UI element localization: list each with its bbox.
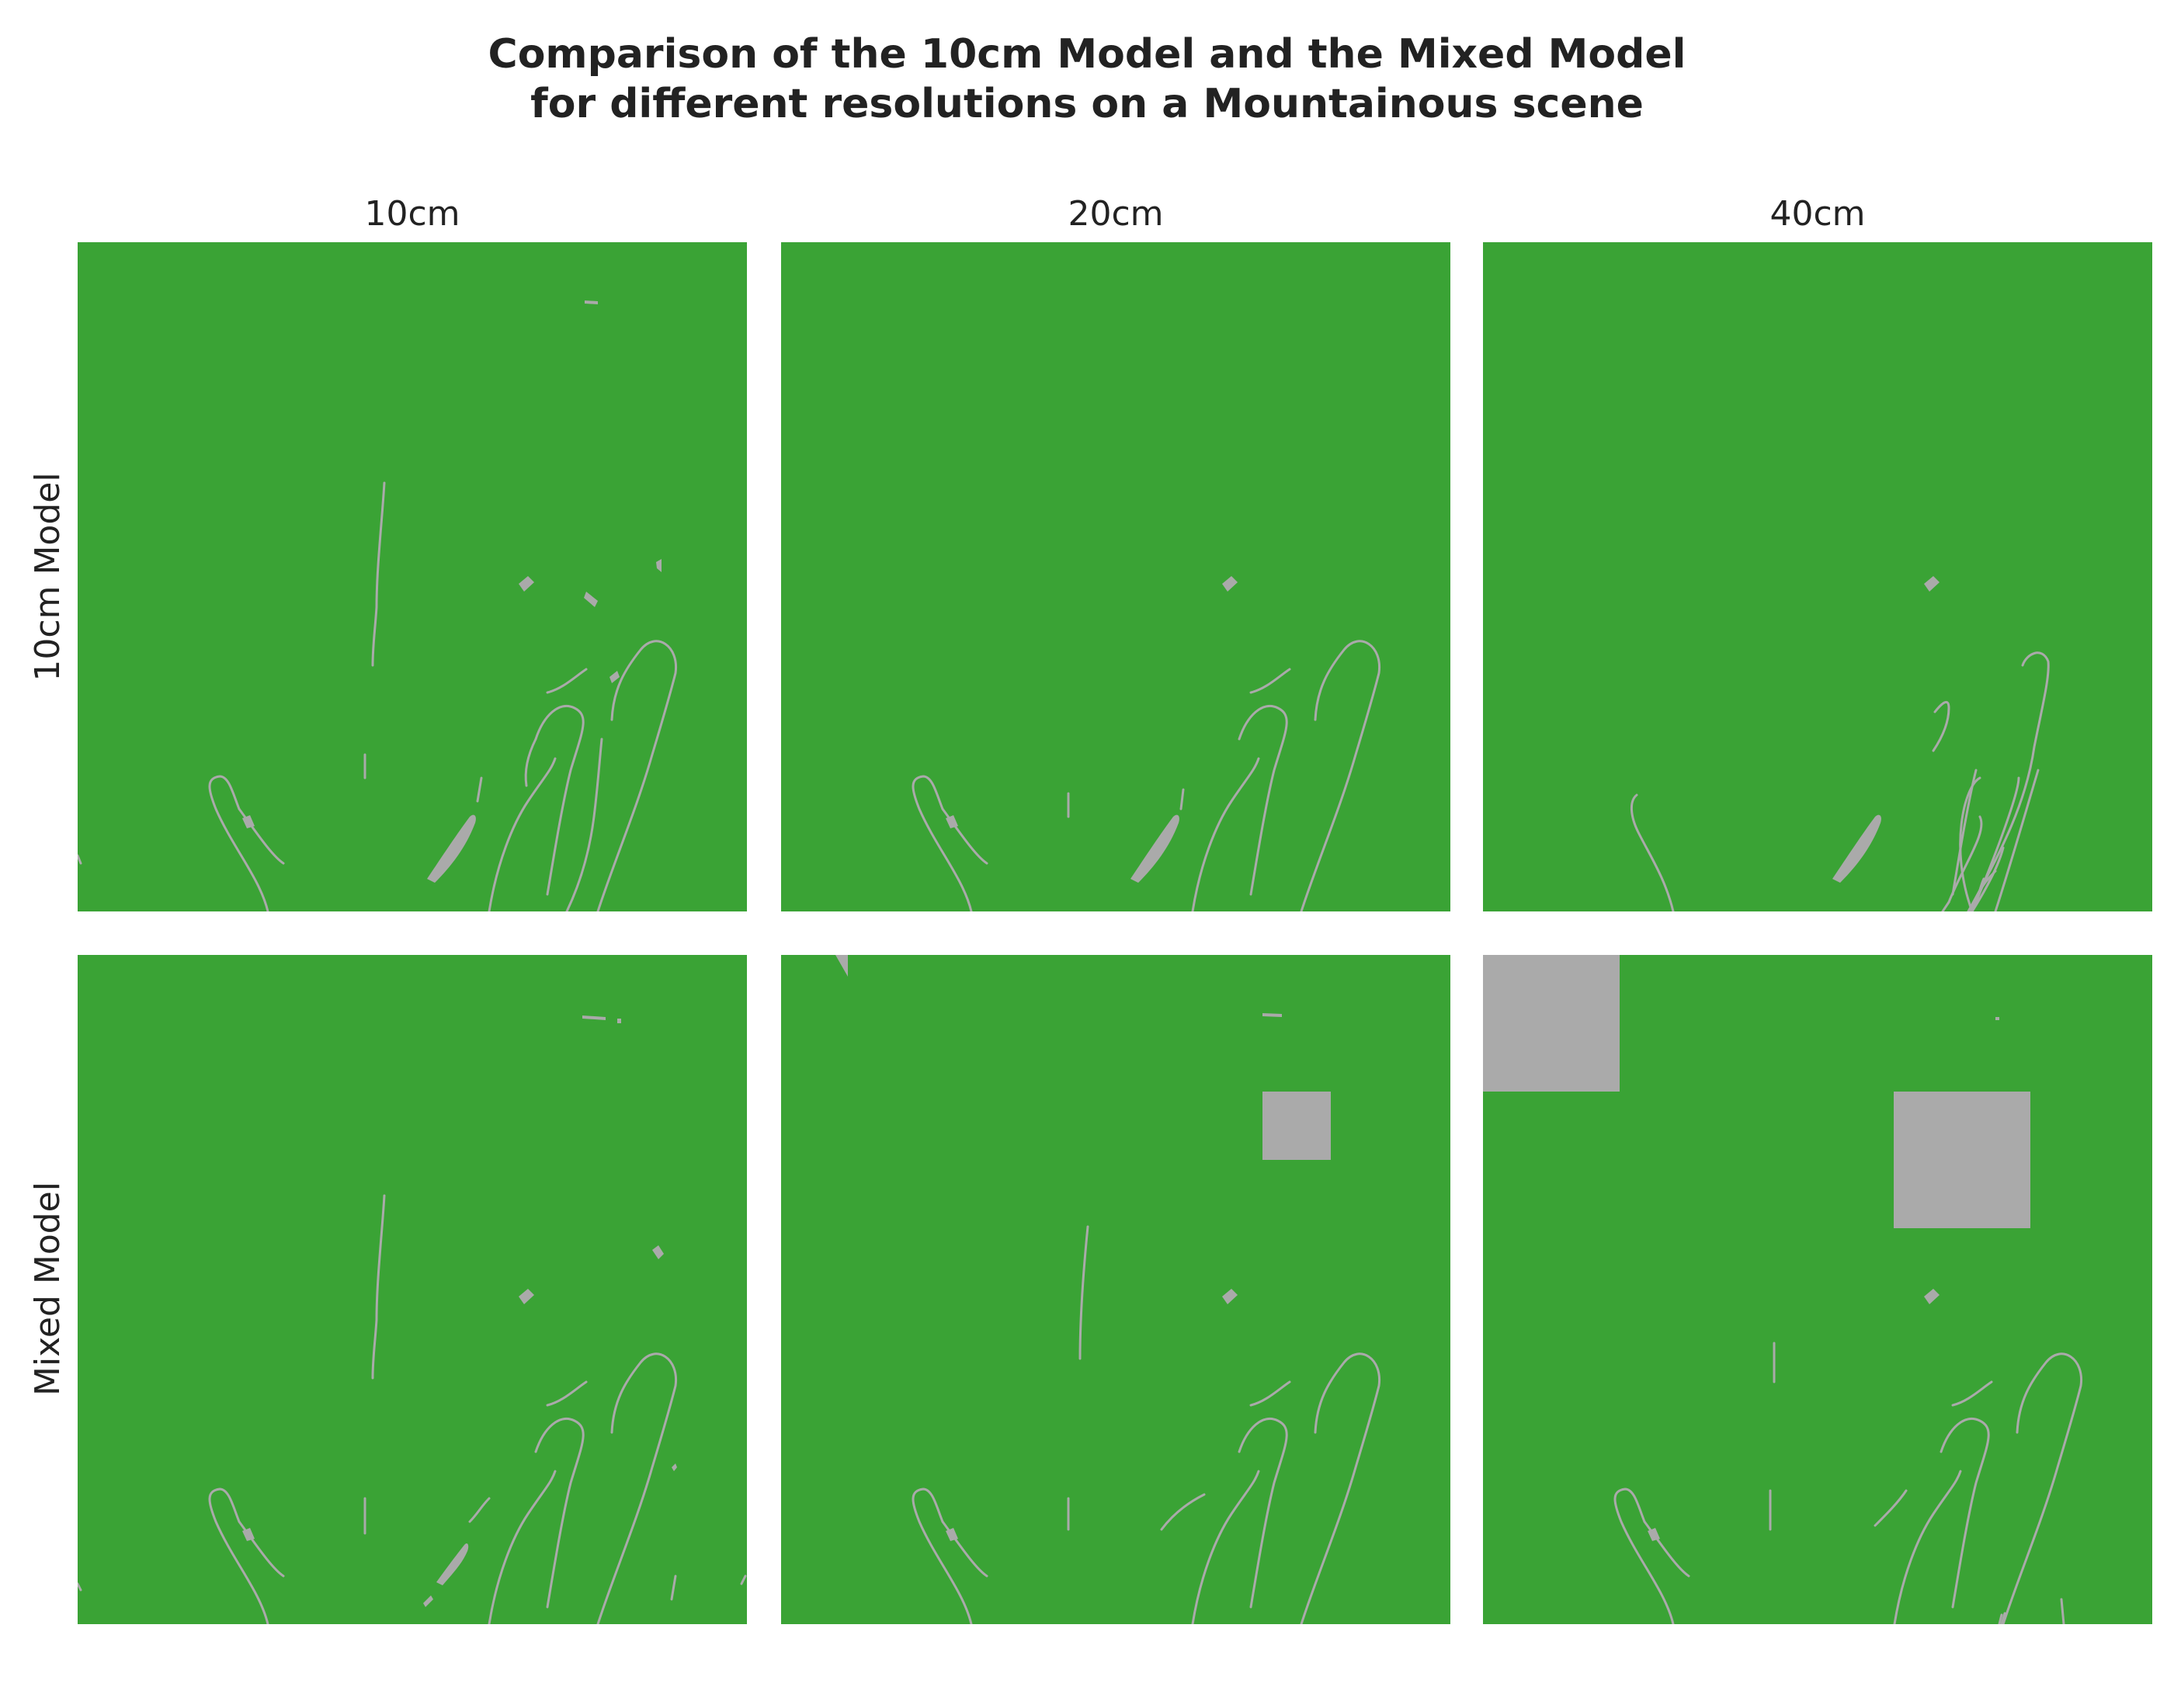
panel-mixed-model-40cm (1483, 955, 2152, 1624)
figure-title-line2: for different resolutions on a Mountaino… (530, 81, 1644, 127)
vegetation-area (78, 955, 747, 1624)
bare-ground-patches (242, 1015, 677, 1607)
bare-ground-features (912, 1225, 1381, 1624)
bare-ground-patches (242, 300, 662, 883)
figure-title-line1: Comparison of the 10cm Model and the Mix… (488, 31, 1686, 78)
column-label-40cm: 40cm (1769, 194, 1866, 234)
panel-mixed-model-20cm (781, 955, 1450, 1624)
vegetation-area (781, 242, 1450, 911)
row-label-10cm-model: 10cm Model (28, 472, 68, 682)
column-label-10cm: 10cm (364, 194, 460, 234)
panel-10cm-model-40cm (1483, 242, 2152, 911)
panel-10cm-model-10cm (78, 242, 747, 911)
bare-ground-patches (1648, 1017, 1999, 1541)
vegetation-area (781, 955, 1450, 1624)
bare-ground-features (78, 1194, 747, 1624)
bare-ground-patches (946, 576, 1238, 883)
segmentation-map (781, 955, 1450, 1624)
vegetation-area (78, 242, 747, 911)
segmentation-map (781, 242, 1450, 911)
segmentation-map (78, 955, 747, 1624)
figure-title: Comparison of the 10cm Model and the Mix… (0, 30, 2174, 129)
vegetation-area (1483, 242, 2152, 911)
bare-ground-features (912, 640, 1381, 911)
segmentation-map (78, 242, 747, 911)
segmentation-map (1483, 242, 2152, 911)
bare-ground-patches (835, 955, 1282, 1541)
bare-ground-features (78, 481, 678, 911)
row-label-mixed-model: Mixed Model (28, 1182, 68, 1396)
bare-ground-patches (1832, 576, 1940, 883)
panel-10cm-model-20cm (781, 242, 1450, 911)
panel-mixed-model-10cm (78, 955, 747, 1624)
bare-ground-features (1630, 651, 2050, 911)
misclassified-tile (1894, 1092, 2030, 1228)
column-label-20cm: 20cm (1068, 194, 1164, 234)
misclassified-tile (1262, 1092, 1331, 1160)
bare-ground-features (1613, 1342, 2083, 1624)
misclassified-tile (1483, 955, 1620, 1092)
segmentation-map (1483, 955, 2152, 1624)
